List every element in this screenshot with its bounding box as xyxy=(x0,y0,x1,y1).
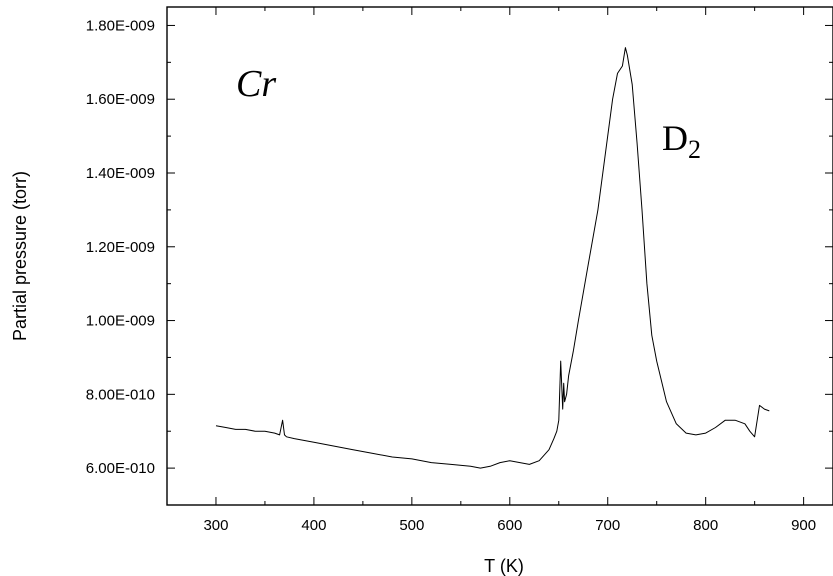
y-tick-label: 1.40E-009 xyxy=(86,165,155,182)
x-tick-label: 400 xyxy=(301,517,326,534)
x-tick-label: 700 xyxy=(595,517,620,534)
y-axis: 6.00E-010 8.00E-010 1.00E-009 1.20E-009 1.40… xyxy=(86,17,833,506)
y-axis-title: Partial pressure (torr) xyxy=(10,171,30,341)
x-tick-label: 300 xyxy=(203,517,228,534)
series-line xyxy=(215,47,770,469)
y-tick-label: 8.00E-010 xyxy=(86,386,155,403)
x-axis: 300 400 500 600 700 800 900 xyxy=(166,7,816,534)
annotation-element: Cr xyxy=(236,63,276,105)
x-axis-title: T (K) xyxy=(484,556,524,576)
annotation-species: D2 xyxy=(662,118,701,164)
x-tick-label: 800 xyxy=(693,517,718,534)
x-tick-label: 900 xyxy=(791,517,816,534)
plot-area-frame xyxy=(166,6,833,506)
y-tick-label: 1.60E-009 xyxy=(86,91,155,108)
y-tick-label: 1.00E-009 xyxy=(86,313,155,330)
y-tick-label: 1.80E-009 xyxy=(86,17,155,34)
y-tick-label: 1.20E-009 xyxy=(86,239,155,256)
annotation-species-subscript: 2 xyxy=(688,135,701,164)
x-tick-label: 500 xyxy=(399,517,424,534)
y-tick-label: 6.00E-010 xyxy=(86,460,155,477)
x-tick-label: 600 xyxy=(497,517,522,534)
annotation-species-main: D xyxy=(662,118,688,158)
